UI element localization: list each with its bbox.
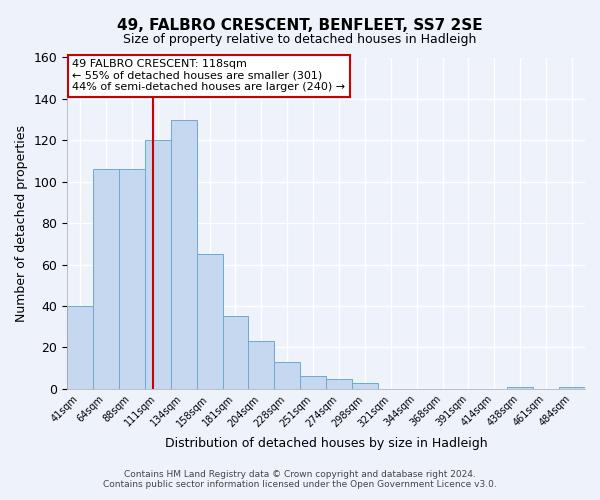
- Bar: [352, 382, 378, 389]
- Bar: [67, 306, 93, 389]
- Text: Size of property relative to detached houses in Hadleigh: Size of property relative to detached ho…: [124, 32, 476, 46]
- Bar: [145, 140, 171, 389]
- Bar: [119, 170, 145, 389]
- X-axis label: Distribution of detached houses by size in Hadleigh: Distribution of detached houses by size …: [165, 437, 487, 450]
- Bar: [248, 342, 274, 389]
- Text: 49, FALBRO CRESCENT, BENFLEET, SS7 2SE: 49, FALBRO CRESCENT, BENFLEET, SS7 2SE: [117, 18, 483, 32]
- Bar: [274, 362, 300, 389]
- Bar: [559, 387, 585, 389]
- Bar: [93, 170, 119, 389]
- Bar: [326, 378, 352, 389]
- Text: 49 FALBRO CRESCENT: 118sqm
← 55% of detached houses are smaller (301)
44% of sem: 49 FALBRO CRESCENT: 118sqm ← 55% of deta…: [73, 59, 346, 92]
- Text: Contains HM Land Registry data © Crown copyright and database right 2024.
Contai: Contains HM Land Registry data © Crown c…: [103, 470, 497, 489]
- Y-axis label: Number of detached properties: Number of detached properties: [15, 124, 28, 322]
- Bar: [223, 316, 248, 389]
- Bar: [508, 387, 533, 389]
- Bar: [197, 254, 223, 389]
- Bar: [171, 120, 197, 389]
- Bar: [300, 376, 326, 389]
